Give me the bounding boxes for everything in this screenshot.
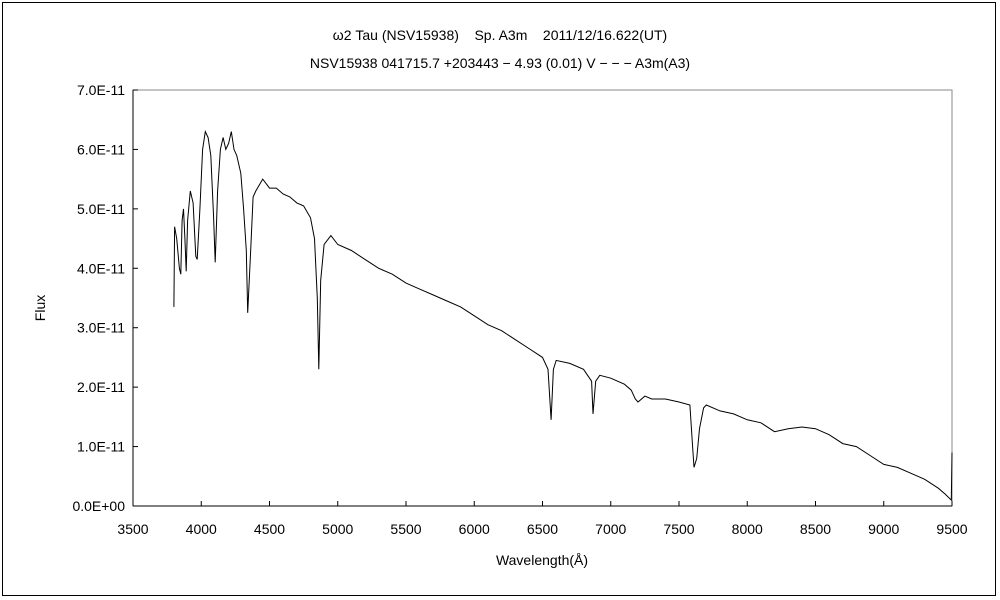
chart-subtitle: NSV15938 041715.7 +203443 − 4.93 (0.01) …: [310, 55, 690, 71]
y-axis-label: Flux: [32, 295, 48, 321]
spectrum-line: [173, 129, 953, 502]
x-tick-label: 5500: [390, 521, 421, 537]
y-tick-label: 7.0E-11: [77, 82, 125, 98]
y-tick-label: 0.0E+00: [72, 498, 125, 514]
x-tick-label: 5000: [322, 521, 353, 537]
x-tick-label: 9500: [936, 521, 967, 537]
y-tick-label: 3.0E-11: [77, 320, 125, 336]
x-tick-label: 4500: [254, 521, 285, 537]
x-axis-label: Wavelength(Å): [496, 552, 588, 568]
x-tick-label: 3500: [117, 521, 148, 537]
y-tick-label: 4.0E-11: [77, 260, 125, 276]
x-tick-label: 6000: [459, 521, 490, 537]
plot-area: [132, 89, 953, 507]
x-tick-label: 7500: [663, 521, 694, 537]
x-tick-label: 8500: [800, 521, 831, 537]
x-tick-label: 6500: [527, 521, 558, 537]
chart-title: ω2 Tau (NSV15938) Sp. A3m 2011/12/16.622…: [333, 27, 667, 43]
x-tick-label: 8000: [732, 521, 763, 537]
x-tick-label: 7000: [595, 521, 626, 537]
y-tick-label: 6.0E-11: [77, 141, 125, 157]
y-tick-label: 5.0E-11: [77, 201, 125, 217]
x-tick-label: 9000: [868, 521, 899, 537]
x-tick-label: 4000: [186, 521, 217, 537]
y-tick-label: 2.0E-11: [77, 379, 125, 395]
y-tick-label: 1.0E-11: [77, 439, 125, 455]
